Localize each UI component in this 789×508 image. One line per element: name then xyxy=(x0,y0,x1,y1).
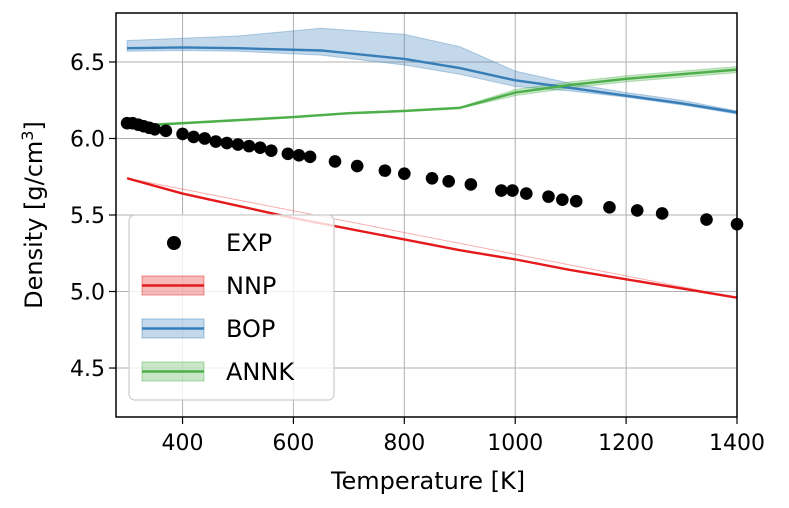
exp-point xyxy=(495,184,508,197)
exp-point xyxy=(569,194,583,208)
exp-point xyxy=(253,141,267,154)
y-axis-label: Density [g/cm3] xyxy=(18,121,49,309)
legend: EXP NNP BOP ANNK xyxy=(128,214,335,401)
exp-point xyxy=(303,150,317,164)
exp-point xyxy=(655,207,669,220)
exp-point xyxy=(350,159,364,173)
axis-ticks: 400 600 800 1000 1200 1400 4.5 5.0 5.5 6.0 6.5 xyxy=(70,51,765,456)
exp-point xyxy=(198,132,212,145)
exp-point xyxy=(148,123,162,136)
exp-point xyxy=(630,204,644,217)
exp-point xyxy=(542,190,555,203)
exp-point xyxy=(520,187,533,200)
y-tick-label: 6.5 xyxy=(70,51,105,76)
exp-point xyxy=(603,201,616,214)
exp-point xyxy=(231,138,245,151)
exp-point xyxy=(442,175,455,188)
exp-point xyxy=(264,144,278,158)
exp-point xyxy=(281,147,295,161)
y-tick-label: 5.5 xyxy=(70,204,105,229)
nnp-line xyxy=(126,177,738,299)
exp-point xyxy=(464,178,478,191)
exp-point xyxy=(187,130,200,144)
legend-exp-marker xyxy=(167,236,181,250)
y-tick-label: 5.0 xyxy=(70,281,105,306)
exp-point xyxy=(506,184,519,197)
y-tick-label: 4.5 xyxy=(70,357,105,382)
x-tick-label: 800 xyxy=(383,431,425,456)
series-lines xyxy=(126,46,738,299)
exp-point xyxy=(159,124,173,138)
legend-exp-label: EXP xyxy=(226,229,272,257)
x-tick-label: 1400 xyxy=(709,431,765,456)
exp-point xyxy=(700,213,713,226)
exp-point xyxy=(209,135,223,148)
legend-bop-label: BOP xyxy=(226,315,275,343)
exp-point xyxy=(242,139,256,153)
x-tick-label: 400 xyxy=(162,431,204,456)
legend-box xyxy=(128,214,335,401)
x-tick-label: 600 xyxy=(272,431,314,456)
exp-point xyxy=(328,155,342,168)
exp-point xyxy=(176,127,189,141)
legend-annk-label: ANNK xyxy=(226,358,295,386)
annk-line xyxy=(127,68,738,128)
y-tick-label: 6.0 xyxy=(70,127,105,152)
exp-point xyxy=(220,136,234,150)
exp-point xyxy=(556,193,569,206)
exp-point xyxy=(378,164,392,177)
x-tick-label: 1200 xyxy=(598,431,654,456)
exp-point xyxy=(398,167,411,180)
exp-point xyxy=(292,149,306,162)
bop-line xyxy=(127,46,738,114)
x-tick-label: 1000 xyxy=(487,431,543,456)
legend-nnp-label: NNP xyxy=(226,272,276,300)
exp-points xyxy=(120,116,744,231)
x-axis-label: Temperature [K] xyxy=(330,467,525,495)
exp-point xyxy=(425,171,439,185)
